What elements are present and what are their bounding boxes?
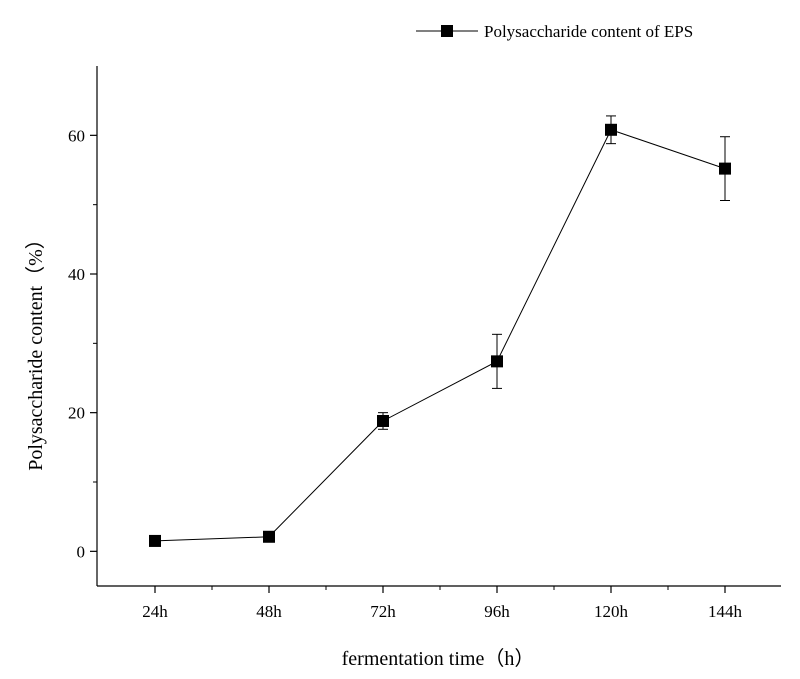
ticks: 0 20 40 60 24h 48h 72h 96h 120h 144h — [68, 126, 743, 621]
axes — [96, 66, 781, 587]
series — [149, 115, 731, 547]
legend-marker — [441, 25, 453, 37]
data-point — [719, 162, 731, 175]
x-tick-label: 144h — [708, 602, 743, 621]
x-tick-label: 72h — [370, 602, 396, 621]
data-point — [149, 534, 161, 547]
x-tick-label: 48h — [256, 602, 282, 621]
data-point — [605, 123, 617, 136]
data-point — [377, 414, 389, 427]
y-tick-label: 40 — [68, 265, 85, 284]
y-tick-label: 60 — [68, 126, 85, 145]
x-tick-label: 24h — [142, 602, 168, 621]
data-point — [263, 530, 275, 543]
legend-label: Polysaccharide content of EPS — [484, 22, 693, 41]
x-axis-title: fermentation time（h） — [342, 647, 535, 670]
x-tick-label: 96h — [484, 602, 510, 621]
series-line — [154, 129, 726, 542]
y-tick-label: 0 — [77, 542, 86, 561]
y-axis-title: Polysaccharide content（%） — [24, 229, 47, 471]
data-point — [491, 355, 503, 368]
y-tick-label: 20 — [68, 404, 85, 423]
x-tick-label: 120h — [594, 602, 629, 621]
legend: Polysaccharide content of EPS — [416, 22, 693, 41]
